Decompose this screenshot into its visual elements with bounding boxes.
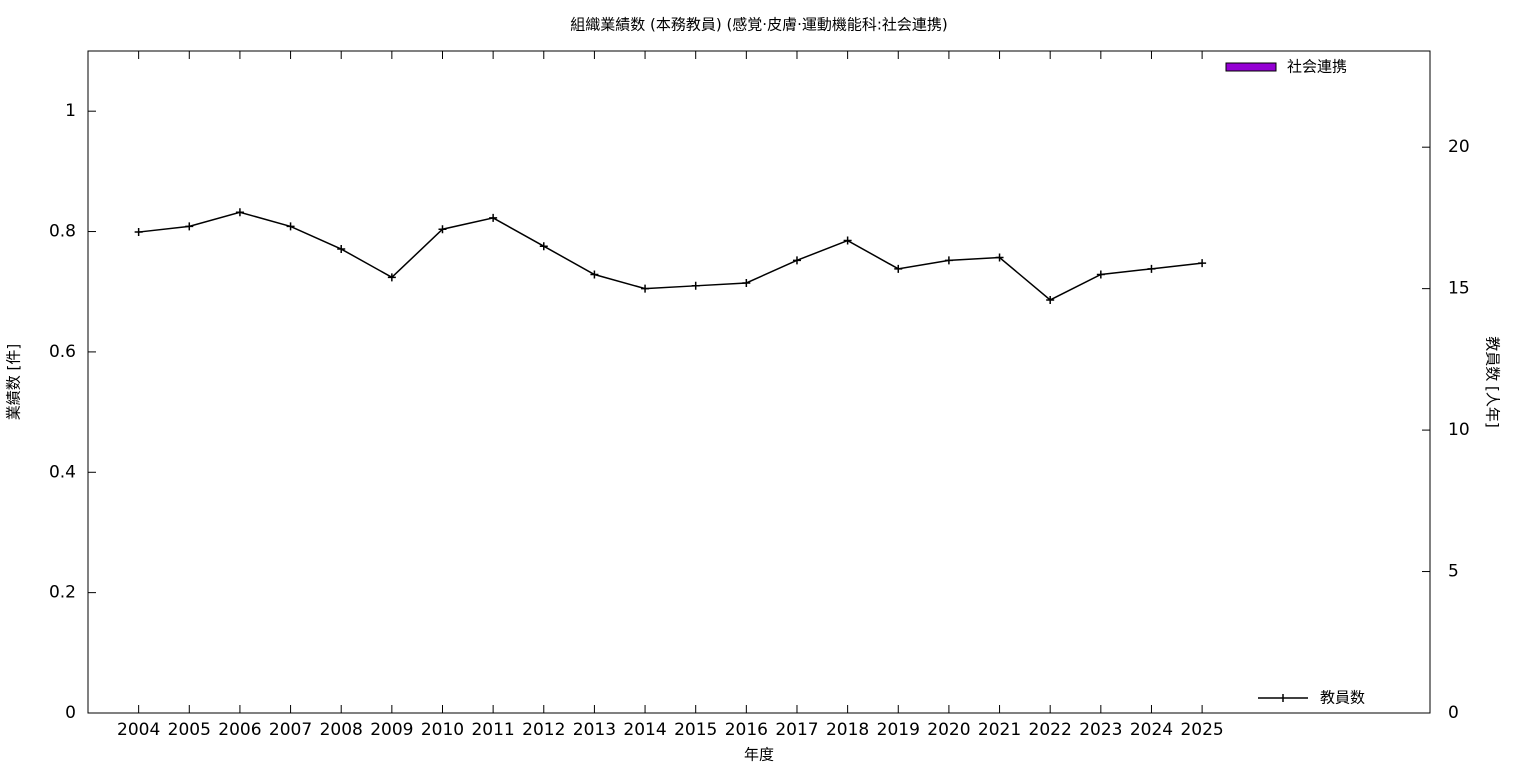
y2-tick-label: 0 [1448,703,1459,723]
point [387,273,396,282]
x-tick-label: 2016 [725,720,768,740]
point [235,208,244,217]
legend-swatch [1225,62,1277,72]
x-tick-label: 2010 [421,720,464,740]
y2-tick-label: 20 [1448,137,1470,157]
point [1046,295,1055,304]
y-tick-label: 0.2 [49,583,76,603]
y-tick-label: 0.6 [49,342,76,362]
x-tick-label: 2020 [927,720,970,740]
point [792,256,801,265]
legend-label: 社会連携 [1287,58,1347,76]
plot-frame [87,50,1431,714]
point [337,245,346,254]
x-tick-label: 2018 [826,720,869,740]
point [641,284,650,293]
point [1147,264,1156,273]
point [134,228,143,237]
point [489,213,498,222]
y2-axis-label: 教員数 [人年] [1484,336,1502,427]
x-tick-label: 2014 [623,720,666,740]
x-tick-label: 2025 [1180,720,1223,740]
point [1096,270,1105,279]
x-tick-label: 2024 [1130,720,1173,740]
legend-swatch [1258,694,1308,702]
x-tick-label: 2015 [674,720,717,740]
point [539,242,548,251]
point [185,222,194,231]
point [843,236,852,245]
legend-label: 教員数 [1320,689,1365,707]
y-axis-label: 業績数 [件] [5,344,23,420]
point [590,270,599,279]
point [286,222,295,231]
x-tick-label: 2013 [573,720,616,740]
x-tick-label: 2007 [269,720,312,740]
x-tick-label: 2004 [117,720,160,740]
x-tick-label: 2017 [775,720,818,740]
x-tick-label: 2022 [1029,720,1072,740]
y2-tick-label: 15 [1448,279,1470,299]
x-tick-label: 2012 [522,720,565,740]
chart-title: 組織業績数 (本務教員) (感覚·皮膚·運動機能科:社会連携) [570,16,948,34]
x-tick-label: 2006 [218,720,261,740]
point [995,253,1004,262]
x-tick-label: 2009 [370,720,413,740]
y2-tick-label: 10 [1448,420,1470,440]
x-tick-label: 2021 [978,720,1021,740]
x-axis-label: 年度 [744,746,774,764]
point [1198,259,1207,268]
point [894,264,903,273]
x-tick-label: 2011 [471,720,514,740]
y2-tick-label: 5 [1448,562,1459,582]
y-tick-label: 0.4 [49,462,76,482]
x-tick-label: 2005 [168,720,211,740]
y-tick-label: 0.8 [49,222,76,242]
point [742,278,751,287]
y-tick-label: 0 [65,703,76,723]
point [691,281,700,290]
point [944,256,953,265]
point [438,225,447,234]
x-tick-label: 2019 [877,720,920,740]
x-tick-label: 2008 [320,720,363,740]
y-tick-label: 1 [65,101,76,121]
x-tick-label: 2023 [1079,720,1122,740]
line [138,211,1203,301]
